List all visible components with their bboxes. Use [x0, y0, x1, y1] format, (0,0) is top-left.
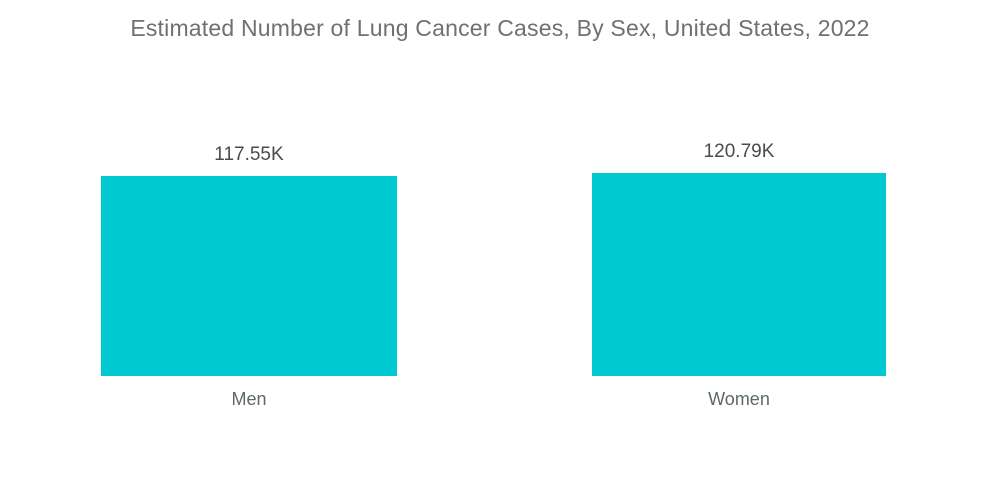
bar-group-men: 117.55K Men — [101, 140, 397, 409]
bar-women[interactable] — [592, 173, 886, 376]
chart-title: Estimated Number of Lung Cancer Cases, B… — [130, 15, 870, 41]
category-label-women: Women — [708, 389, 770, 409]
bar-value-label-men: 117.55K — [214, 144, 284, 165]
bar-men[interactable] — [101, 176, 397, 376]
bar-value-label-women: 120.79K — [703, 141, 775, 162]
category-label-men: Men — [231, 389, 267, 409]
bar-group-women: 120.79K Women — [592, 140, 886, 409]
